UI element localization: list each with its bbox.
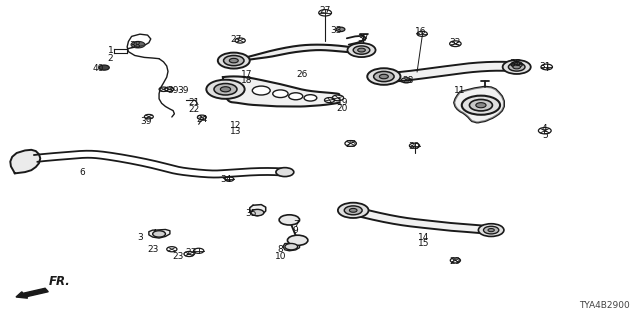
FancyArrow shape [16, 288, 48, 298]
Circle shape [289, 93, 303, 100]
Circle shape [153, 231, 166, 237]
Polygon shape [381, 62, 518, 82]
Circle shape [483, 226, 499, 234]
Text: 33: 33 [330, 26, 342, 35]
Text: 20: 20 [337, 104, 348, 113]
Circle shape [252, 86, 270, 95]
Text: 35: 35 [245, 209, 257, 218]
Text: 4: 4 [542, 124, 548, 133]
Text: 18: 18 [241, 76, 252, 85]
Circle shape [287, 235, 308, 245]
Text: 7: 7 [293, 220, 299, 229]
Text: 25: 25 [345, 140, 356, 149]
Circle shape [206, 80, 244, 99]
Text: 23: 23 [147, 245, 158, 254]
Text: 23: 23 [186, 248, 196, 257]
Text: 32: 32 [450, 38, 461, 47]
Circle shape [229, 58, 238, 63]
Text: 12: 12 [230, 121, 241, 130]
Circle shape [304, 95, 317, 101]
Text: 40: 40 [92, 64, 104, 73]
Text: 21: 21 [188, 98, 199, 107]
Text: 37: 37 [358, 34, 369, 43]
Circle shape [358, 48, 365, 52]
Text: 36: 36 [509, 59, 520, 68]
Circle shape [220, 87, 230, 92]
Text: 28: 28 [403, 76, 414, 85]
Text: 38: 38 [129, 41, 141, 51]
Text: 27: 27 [319, 6, 331, 15]
Text: 39: 39 [177, 86, 189, 95]
Circle shape [336, 27, 345, 32]
Text: 24: 24 [196, 115, 207, 124]
Circle shape [99, 65, 109, 70]
Circle shape [285, 244, 298, 250]
Circle shape [478, 224, 504, 236]
Text: 27: 27 [230, 35, 241, 44]
Circle shape [218, 52, 250, 68]
Circle shape [273, 90, 288, 98]
Circle shape [374, 71, 394, 82]
Text: 13: 13 [230, 127, 241, 136]
Text: 10: 10 [275, 252, 286, 261]
Text: 14: 14 [418, 233, 429, 242]
Circle shape [279, 215, 300, 225]
Polygon shape [10, 150, 40, 173]
Text: 5: 5 [542, 131, 548, 140]
Text: 29: 29 [450, 257, 461, 266]
Polygon shape [250, 204, 266, 216]
Circle shape [223, 55, 244, 66]
Circle shape [276, 168, 294, 177]
Text: 2: 2 [108, 53, 113, 62]
Text: 16: 16 [415, 28, 427, 36]
Text: 9: 9 [293, 226, 299, 235]
Polygon shape [223, 76, 339, 107]
Circle shape [462, 96, 500, 115]
Circle shape [469, 100, 492, 111]
Text: 23: 23 [173, 252, 184, 261]
Polygon shape [232, 45, 362, 62]
Text: 39: 39 [168, 86, 179, 95]
Text: 22: 22 [188, 105, 199, 114]
Text: 15: 15 [418, 239, 429, 248]
Text: 6: 6 [79, 168, 85, 177]
Text: TYA4B2900: TYA4B2900 [579, 301, 630, 310]
Circle shape [349, 208, 357, 212]
Polygon shape [149, 229, 170, 238]
Circle shape [338, 203, 369, 218]
Text: 17: 17 [241, 70, 252, 79]
Circle shape [476, 103, 486, 108]
Text: 34: 34 [220, 175, 231, 184]
Circle shape [214, 84, 237, 95]
Text: 39: 39 [141, 116, 152, 126]
Circle shape [488, 228, 494, 232]
Circle shape [367, 68, 401, 85]
Text: 19: 19 [337, 98, 348, 107]
Text: 8: 8 [278, 245, 284, 254]
Circle shape [344, 206, 362, 215]
Text: 3: 3 [137, 233, 143, 242]
Polygon shape [131, 42, 145, 48]
Text: 30: 30 [409, 142, 420, 151]
Circle shape [502, 60, 531, 74]
Circle shape [380, 74, 388, 79]
Circle shape [348, 43, 376, 57]
Polygon shape [348, 207, 492, 234]
Text: 11: 11 [454, 86, 465, 95]
Circle shape [353, 46, 370, 54]
Circle shape [513, 65, 520, 69]
Text: 1: 1 [108, 45, 113, 55]
Text: FR.: FR. [49, 275, 71, 288]
Text: 26: 26 [296, 70, 308, 79]
Polygon shape [454, 87, 504, 123]
Circle shape [508, 63, 525, 71]
Circle shape [251, 209, 264, 216]
Text: 31: 31 [539, 62, 550, 71]
